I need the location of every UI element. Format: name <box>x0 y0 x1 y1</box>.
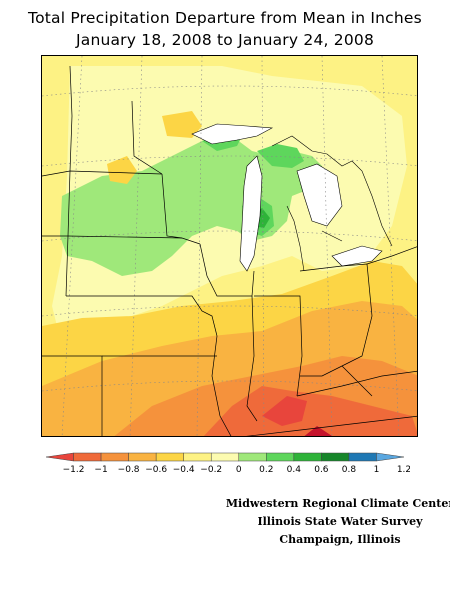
colorbar-tick-label: 0.4 <box>287 465 302 475</box>
precipitation-map <box>41 55 418 437</box>
map-title-line1: Total Precipitation Departure from Mean … <box>28 9 422 27</box>
map-title-line2: January 18, 2008 to January 24, 2008 <box>75 31 375 49</box>
field-upper-peninsula-wet <box>257 144 304 168</box>
colorbar-tick-label: −0.6 <box>145 465 167 475</box>
colorbar-bin <box>321 452 350 462</box>
colorbar: −1.2 −1 −0.8 −0.6 −0.4 −0.2 0 0.2 0.4 0.6 0.8 1 1.2 <box>45 452 410 475</box>
field-dry-south-08 <box>203 386 417 436</box>
colorbar-bin <box>348 452 377 462</box>
field-dry-south-12 <box>304 426 332 436</box>
field-below-normal-mn <box>162 111 202 138</box>
colorbar-bin <box>238 452 267 462</box>
colorbar-bin <box>45 452 74 462</box>
colorbar-bin <box>128 452 157 462</box>
state-borders <box>42 65 417 436</box>
colorbar-tick-label: −0.4 <box>173 465 195 475</box>
credit-line1: Midwestern Regional Climate Center <box>225 497 450 510</box>
lake-erie <box>331 245 383 267</box>
colorbar-ticks: −1.2 −1 −0.8 −0.6 −0.4 −0.2 0 0.2 0.4 0.6 0.8 1 1.2 <box>63 465 410 475</box>
colorbar-tick-label: 0.8 <box>342 465 357 475</box>
colorbar-tick-label: 1.2 <box>397 465 410 475</box>
field-below-normal-nd <box>107 156 137 184</box>
colorbar-tick-label: −0.8 <box>118 465 140 475</box>
colorbar-tick-label: −0.2 <box>200 465 222 475</box>
colorbar-tick-label: 0.2 <box>259 465 273 475</box>
colorbar-tick-label: 0.6 <box>314 465 329 475</box>
lake-superior <box>191 123 274 145</box>
lake-michigan <box>239 155 263 272</box>
lake-huron <box>296 163 343 227</box>
colorbar-tick-label: 1 <box>374 465 380 475</box>
colorbar-bin <box>73 452 102 462</box>
field-dry-south-1 <box>262 396 307 426</box>
colorbar-bin <box>266 452 295 462</box>
colorbar-bin <box>155 452 184 462</box>
colorbar-bin <box>100 452 129 462</box>
colorbar-tick-label: 0 <box>236 465 242 475</box>
colorbar-tick-label: −1 <box>94 465 107 475</box>
credit-line3: Champaign, Illinois <box>279 533 401 546</box>
colorbar-bin <box>210 452 240 462</box>
shorelines <box>271 135 393 272</box>
colorbar-bin <box>183 452 212 462</box>
credit-line2: Illinois State Water Survey <box>257 515 423 528</box>
colorbar-bin <box>293 452 322 462</box>
map-canvas <box>42 56 417 436</box>
colorbar-bin <box>376 452 405 462</box>
colorbar-bins <box>45 452 405 462</box>
colorbar-tick-label: −1.2 <box>63 465 85 475</box>
